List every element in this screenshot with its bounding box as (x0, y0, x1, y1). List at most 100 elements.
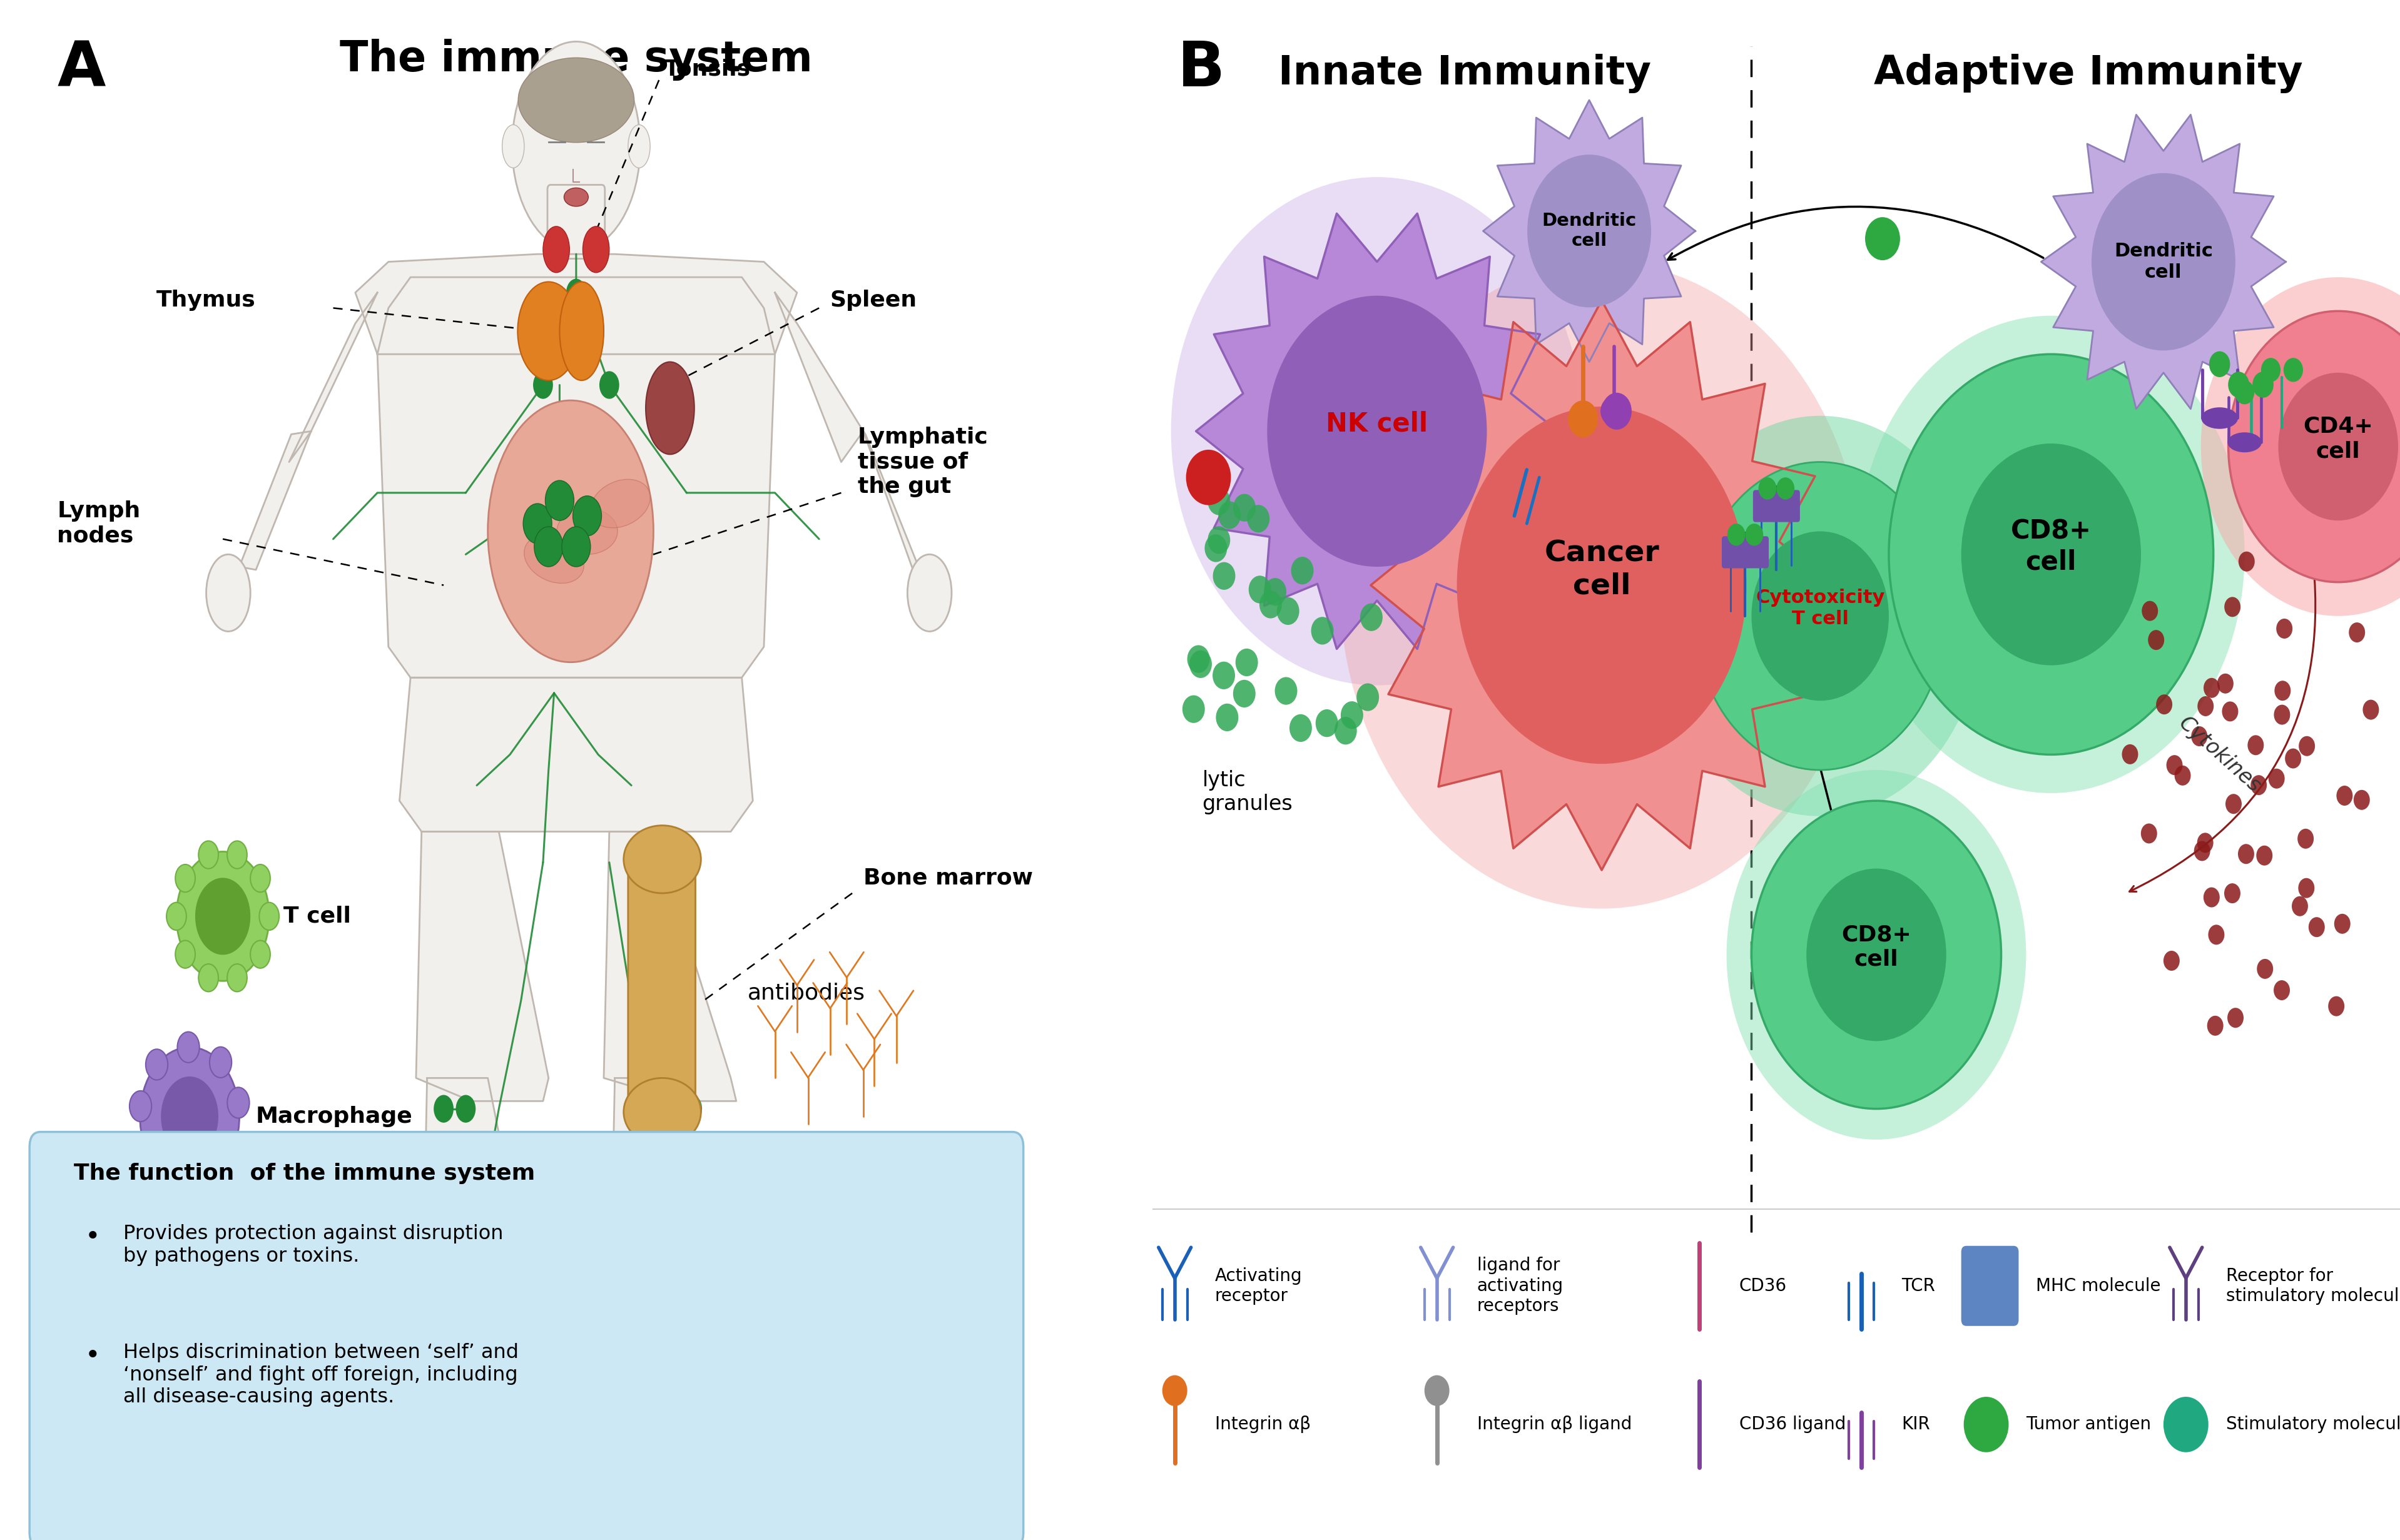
Circle shape (1246, 505, 1270, 533)
Circle shape (1267, 296, 1486, 567)
Circle shape (1212, 662, 1234, 690)
Polygon shape (240, 431, 312, 570)
Text: Adaptive Immunity: Adaptive Immunity (1874, 54, 2302, 94)
FancyBboxPatch shape (29, 1132, 1022, 1540)
Circle shape (146, 1049, 168, 1080)
Text: Thymus: Thymus (156, 290, 257, 311)
Text: Integrin αβ ligand: Integrin αβ ligand (1476, 1415, 1632, 1434)
Circle shape (175, 864, 194, 892)
Circle shape (1294, 487, 1315, 514)
Circle shape (1186, 450, 1231, 505)
Circle shape (1961, 444, 2141, 665)
Text: Bone marrow: Bone marrow (864, 867, 1032, 889)
Polygon shape (1370, 300, 1831, 870)
Circle shape (1963, 1397, 2009, 1452)
Circle shape (2225, 884, 2239, 904)
Text: TCR: TCR (1901, 1277, 1934, 1295)
Circle shape (2362, 699, 2378, 719)
Ellipse shape (590, 479, 650, 528)
Circle shape (2328, 996, 2345, 1016)
Circle shape (2203, 887, 2220, 907)
Circle shape (1759, 477, 1776, 499)
Circle shape (1234, 494, 1255, 522)
Polygon shape (610, 1078, 737, 1371)
Text: CD4+
cell: CD4+ cell (2302, 416, 2374, 462)
Polygon shape (605, 832, 737, 1101)
Circle shape (197, 1166, 218, 1197)
Circle shape (194, 878, 250, 955)
Circle shape (2196, 696, 2213, 716)
Circle shape (1865, 217, 1898, 260)
Ellipse shape (502, 125, 523, 168)
Text: The immune system: The immune system (341, 38, 811, 80)
Circle shape (2234, 380, 2254, 405)
Circle shape (2273, 705, 2290, 725)
Circle shape (1325, 499, 1349, 527)
Circle shape (2273, 681, 2290, 701)
Circle shape (1188, 650, 1212, 678)
Circle shape (2203, 678, 2220, 698)
Circle shape (2333, 913, 2350, 933)
Circle shape (2256, 845, 2273, 865)
Circle shape (1601, 393, 1632, 430)
Ellipse shape (907, 554, 950, 631)
Circle shape (533, 371, 552, 399)
Circle shape (1234, 679, 1255, 707)
Circle shape (1776, 477, 1793, 499)
Circle shape (2278, 373, 2398, 521)
Circle shape (2237, 844, 2254, 864)
Text: Dendritic
cell: Dendritic cell (1541, 213, 1637, 249)
Text: Dendritic
cell: Dendritic cell (2114, 242, 2213, 282)
Text: Helps discrimination between ‘self’ and
‘nonself’ and fight off foreign, includi: Helps discrimination between ‘self’ and … (122, 1343, 518, 1408)
Circle shape (1658, 416, 1982, 816)
Circle shape (2165, 755, 2182, 775)
Circle shape (2261, 357, 2280, 382)
Text: Tonsils: Tonsils (665, 59, 751, 80)
Circle shape (1207, 487, 1229, 514)
Circle shape (682, 1095, 701, 1123)
Polygon shape (288, 293, 377, 462)
Circle shape (228, 1087, 250, 1118)
Circle shape (199, 841, 218, 869)
Circle shape (600, 371, 619, 399)
Circle shape (1291, 557, 1313, 585)
Text: B: B (1176, 38, 1224, 99)
Text: B cell: B cell (895, 1283, 965, 1304)
Circle shape (2162, 950, 2179, 970)
Circle shape (2162, 1397, 2208, 1452)
Circle shape (499, 510, 521, 537)
Circle shape (2218, 673, 2232, 693)
Polygon shape (398, 678, 754, 832)
Text: •: • (84, 1343, 101, 1369)
Text: NK cell: NK cell (266, 1291, 355, 1312)
Circle shape (1334, 716, 1356, 744)
Circle shape (2227, 1007, 2244, 1027)
Circle shape (523, 504, 552, 544)
Circle shape (1339, 262, 1862, 909)
Circle shape (2148, 630, 2165, 650)
Circle shape (2256, 959, 2273, 979)
Circle shape (2227, 311, 2400, 582)
Circle shape (2237, 551, 2254, 571)
Ellipse shape (564, 188, 588, 206)
Circle shape (1260, 591, 1282, 619)
Circle shape (130, 1090, 151, 1121)
Circle shape (550, 525, 569, 553)
FancyBboxPatch shape (398, 1354, 506, 1418)
Circle shape (456, 1095, 475, 1123)
Circle shape (1361, 604, 1382, 631)
Circle shape (1752, 531, 1889, 701)
Circle shape (574, 496, 602, 536)
Circle shape (2251, 775, 2266, 795)
Circle shape (2174, 765, 2191, 785)
Text: Cytokines: Cytokines (2174, 713, 2263, 796)
Circle shape (149, 1229, 252, 1374)
Circle shape (1217, 502, 1241, 530)
Circle shape (223, 1135, 245, 1166)
Circle shape (1207, 527, 1229, 554)
Circle shape (1188, 645, 1210, 673)
Circle shape (2201, 277, 2400, 616)
Polygon shape (377, 277, 775, 678)
Circle shape (2335, 785, 2352, 805)
Polygon shape (1195, 214, 1558, 648)
